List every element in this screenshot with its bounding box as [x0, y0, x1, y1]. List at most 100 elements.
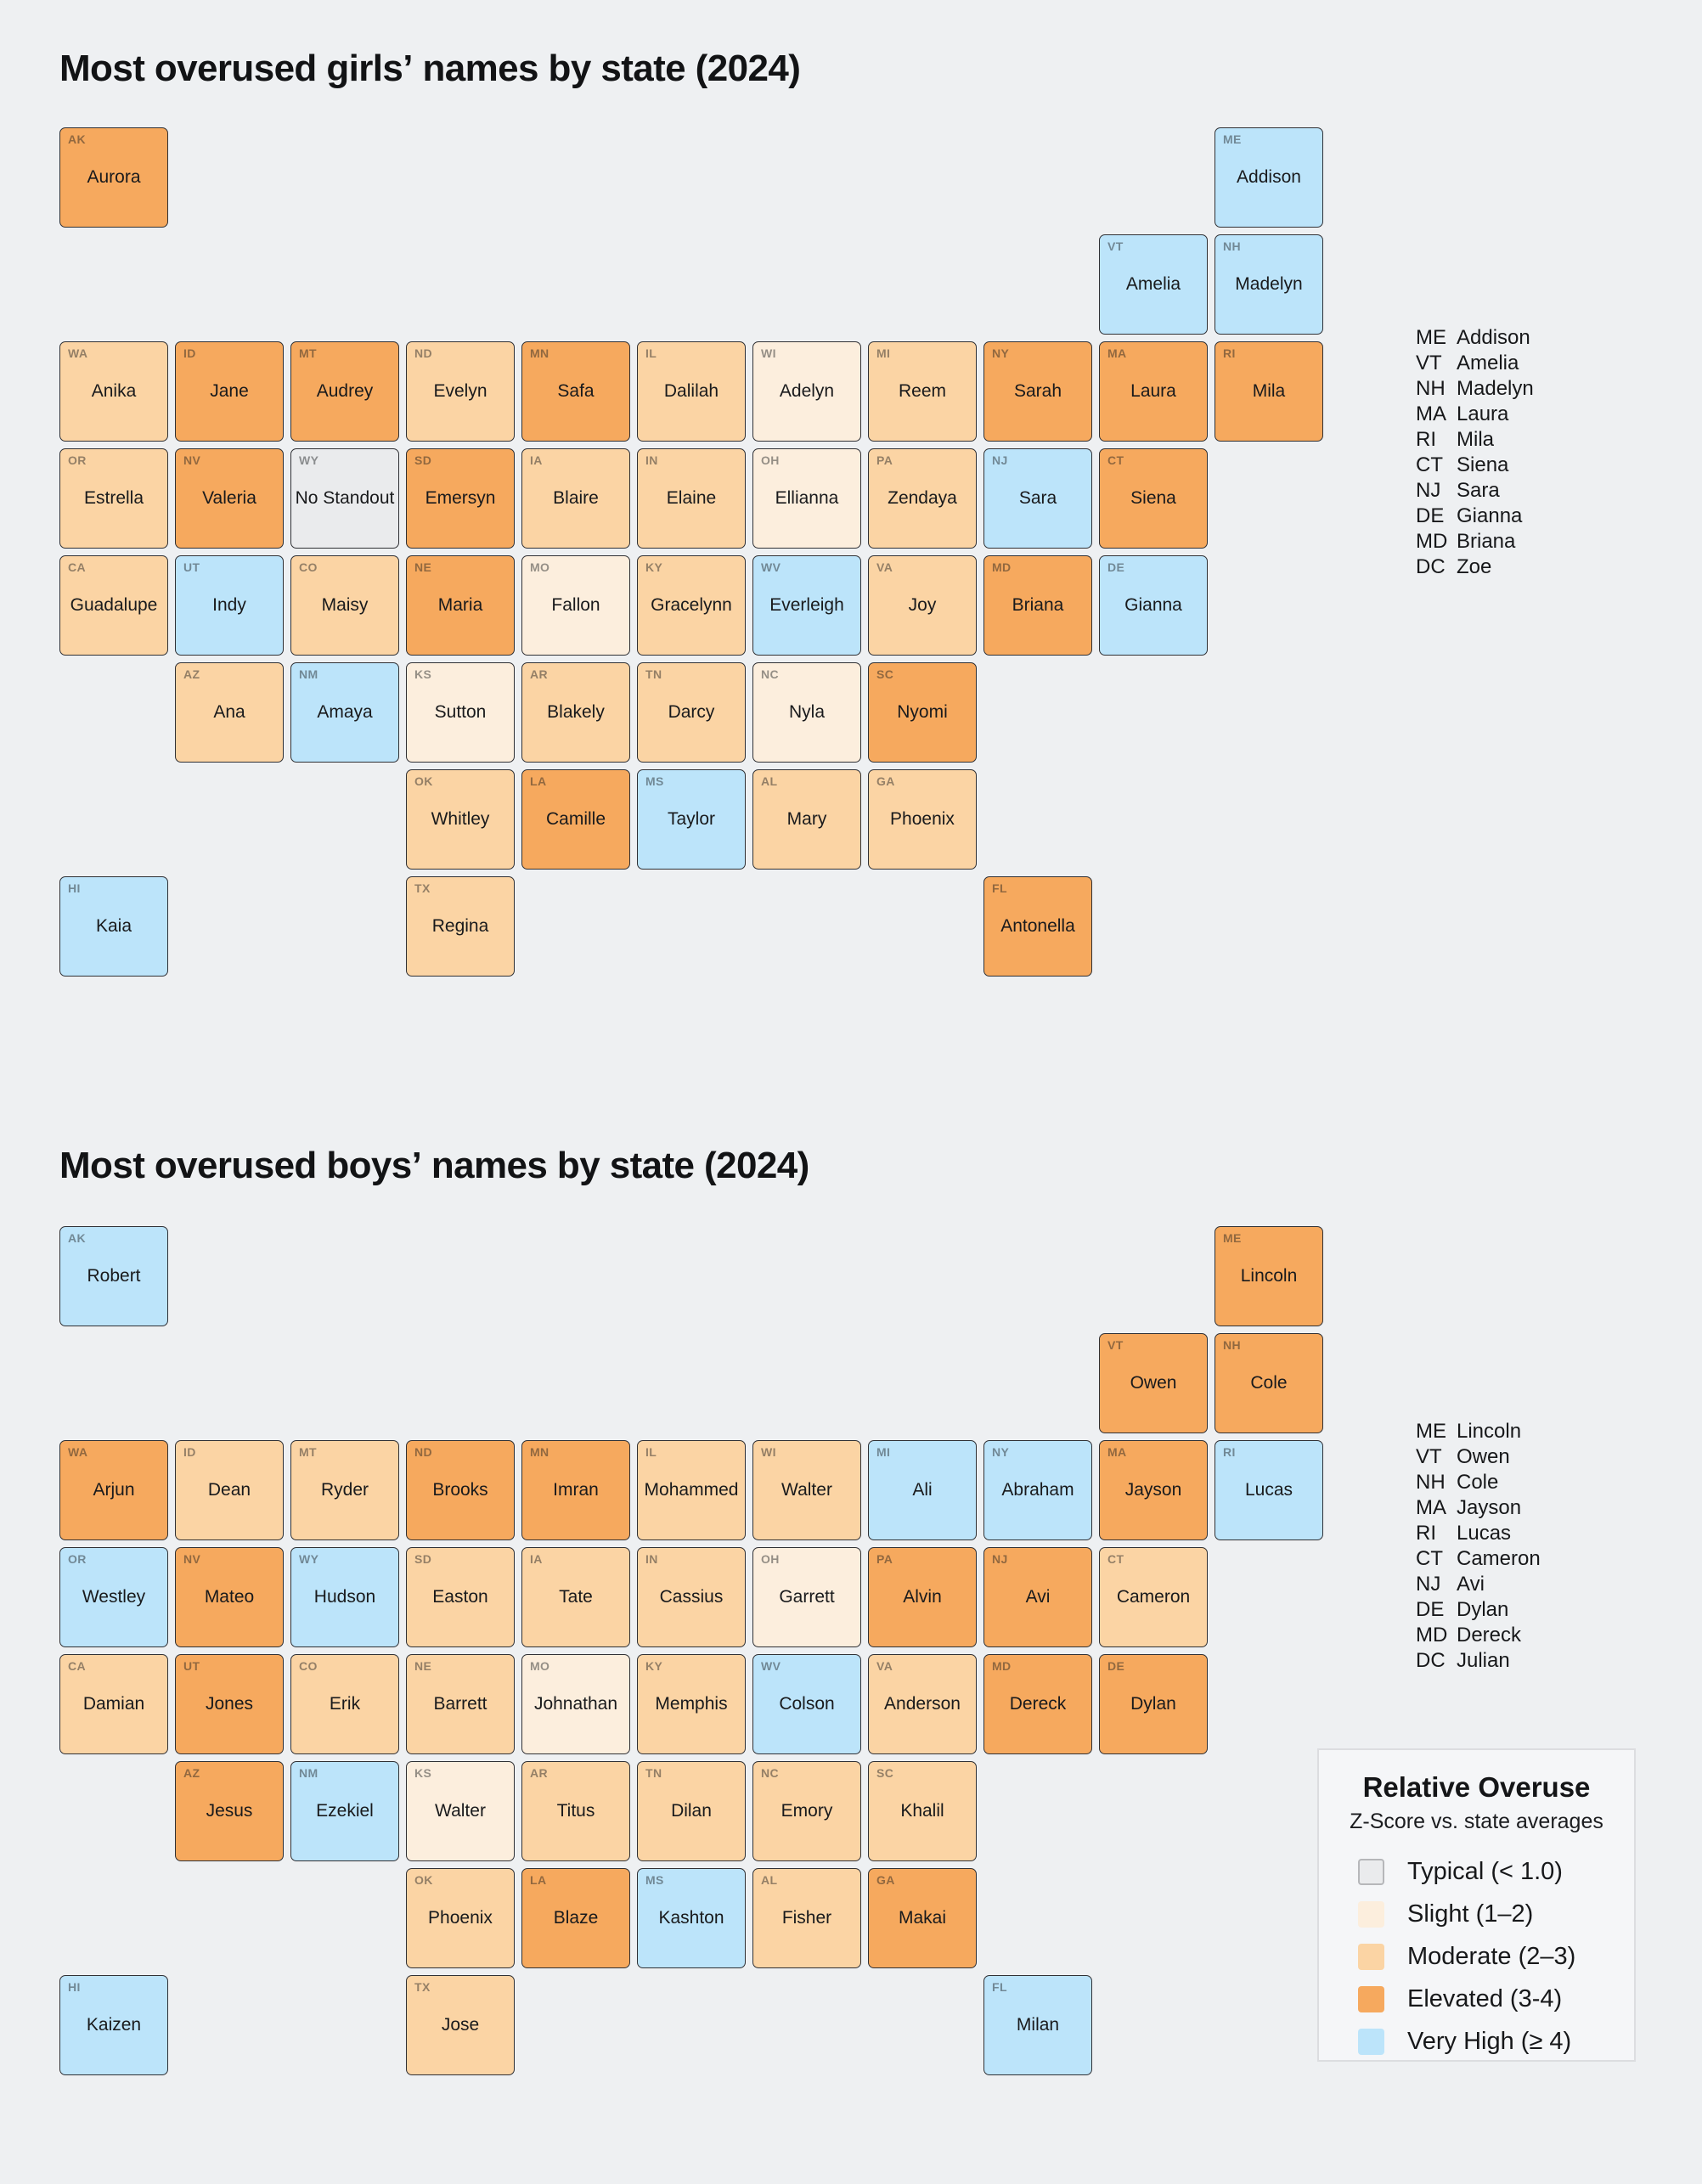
- state-tile-ks: KS Sutton: [406, 662, 515, 763]
- state-tile-al: AL Fisher: [752, 1868, 861, 1968]
- inset-row-ri: RI Lucas: [1416, 1522, 1541, 1547]
- state-name-label: Emersyn: [425, 487, 496, 508]
- state-name-label: Blaze: [553, 1907, 599, 1928]
- girls-small-states-list: ME Addison VT Amelia NH Madelyn MA Laura RI Mila C…: [1416, 326, 1534, 581]
- inset-state-name: Laura: [1457, 402, 1509, 425]
- inset-state-abbr: NJ: [1416, 1573, 1441, 1596]
- legend-item-elevated: Elevated (3-4): [1358, 1985, 1634, 2013]
- state-name-label: Siena: [1130, 487, 1176, 508]
- state-tile-wy: WY Hudson: [290, 1547, 399, 1647]
- inset-state-name: Julian: [1457, 1649, 1510, 1672]
- legend-rows: Typical (< 1.0) Slight (1–2) Moderate (2–3…: [1319, 1858, 1634, 2056]
- state-name-label: Arjun: [93, 1479, 135, 1500]
- state-name-label: Titus: [556, 1800, 595, 1821]
- inset-row-dc: DC Julian: [1416, 1649, 1541, 1675]
- state-abbr: WI: [761, 346, 776, 360]
- state-name-label: Tate: [559, 1586, 593, 1607]
- state-name-label: Jesus: [206, 1800, 253, 1821]
- inset-state-name: Jayson: [1457, 1496, 1522, 1519]
- legend-item-typical: Typical (< 1.0): [1358, 1858, 1634, 1886]
- inset-row-me: ME Lincoln: [1416, 1420, 1541, 1445]
- state-name-label: Adelyn: [779, 380, 835, 401]
- state-tile-nc: NC Emory: [752, 1761, 861, 1861]
- inset-state-abbr: CT: [1416, 453, 1443, 476]
- state-name-label: Laura: [1130, 380, 1176, 401]
- inset-state-abbr: CT: [1416, 1547, 1443, 1570]
- state-name-label: Blakely: [547, 701, 605, 722]
- state-name-label: Regina: [431, 915, 489, 936]
- state-tile-id: ID Dean: [175, 1440, 284, 1540]
- state-abbr: FL: [992, 1980, 1007, 1994]
- state-tile-ca: CA Guadalupe: [59, 555, 168, 656]
- state-tile-mt: MT Ryder: [290, 1440, 399, 1540]
- state-name-label: Khalil: [900, 1800, 944, 1821]
- inset-state-name: Mila: [1457, 428, 1495, 451]
- state-tile-ks: KS Walter: [406, 1761, 515, 1861]
- state-abbr: LA: [530, 774, 547, 788]
- state-abbr: AZ: [183, 1766, 200, 1780]
- legend-swatch-typical: [1358, 1859, 1384, 1885]
- inset-state-abbr: RI: [1416, 428, 1436, 451]
- state-name-label: Anderson: [884, 1693, 961, 1714]
- inset-row-nh: NH Cole: [1416, 1471, 1541, 1496]
- inset-state-abbr: NH: [1416, 377, 1446, 400]
- state-tile-ct: CT Siena: [1099, 448, 1208, 549]
- state-abbr: VA: [876, 1659, 893, 1673]
- state-tile-nv: NV Mateo: [175, 1547, 284, 1647]
- state-abbr: OH: [761, 1552, 780, 1566]
- state-abbr: UT: [183, 1659, 200, 1673]
- state-name-label: Sarah: [1013, 380, 1062, 401]
- state-name-label: Maisy: [321, 594, 369, 615]
- state-name-label: Aurora: [87, 166, 141, 187]
- state-tile-ne: NE Maria: [406, 555, 515, 656]
- state-name-label: Memphis: [655, 1693, 728, 1714]
- state-tile-tx: TX Regina: [406, 876, 515, 977]
- inset-state-name: Avi: [1457, 1573, 1485, 1596]
- state-name-label: Estrella: [83, 487, 144, 508]
- state-name-label: Imran: [553, 1479, 599, 1500]
- legend-item-very_high: Very High (≥ 4): [1358, 2028, 1634, 2056]
- legend-item-moderate: Moderate (2–3): [1358, 1943, 1634, 1971]
- state-abbr: OR: [68, 453, 87, 467]
- boys-map-cartogram: WA Arjun OR Westley CA Damian AK Robert HI Kaizen…: [59, 1226, 1328, 2084]
- state-tile-ri: RI Mila: [1215, 341, 1323, 442]
- state-abbr: CA: [68, 560, 87, 574]
- boys-small-states-list: ME Lincoln VT Owen NH Cole MA Jayson RI Lucas CT Ca…: [1416, 1420, 1541, 1675]
- state-name-label: Whitley: [431, 808, 490, 829]
- state-abbr: MS: [645, 1873, 664, 1887]
- state-name-label: Audrey: [316, 380, 374, 401]
- state-name-label: Maria: [437, 594, 483, 615]
- inset-row-vt: VT Owen: [1416, 1445, 1541, 1471]
- girls-title-suffix: names by state (2024): [412, 48, 801, 89]
- state-abbr: TX: [414, 1980, 431, 1994]
- state-tile-fl: FL Milan: [983, 1975, 1092, 2075]
- state-tile-ak: AK Aurora: [59, 127, 168, 228]
- state-tile-ia: IA Blaire: [521, 448, 630, 549]
- state-abbr: GA: [876, 774, 895, 788]
- state-abbr: MN: [530, 346, 549, 360]
- state-tile-va: VA Joy: [868, 555, 977, 656]
- state-tile-nd: ND Evelyn: [406, 341, 515, 442]
- state-name-label: Mohammed: [644, 1479, 739, 1500]
- state-tile-or: OR Estrella: [59, 448, 168, 549]
- state-abbr: NE: [414, 1659, 432, 1673]
- state-name-label: Dilan: [671, 1800, 712, 1821]
- state-abbr: PA: [876, 1552, 893, 1566]
- inset-state-abbr: ME: [1416, 326, 1446, 349]
- state-name-label: Lucas: [1244, 1479, 1293, 1500]
- state-abbr: CA: [68, 1659, 87, 1673]
- state-tile-vt: VT Amelia: [1099, 234, 1208, 335]
- state-tile-id: ID Jane: [175, 341, 284, 442]
- inset-row-vt: VT Amelia: [1416, 352, 1534, 377]
- state-abbr: WV: [761, 560, 781, 574]
- state-abbr: UT: [183, 560, 200, 574]
- state-name-label: Nyomi: [897, 701, 948, 722]
- state-tile-pa: PA Alvin: [868, 1547, 977, 1647]
- state-tile-nd: ND Brooks: [406, 1440, 515, 1540]
- state-tile-nj: NJ Avi: [983, 1547, 1092, 1647]
- state-name-label: Briana: [1012, 594, 1064, 615]
- inset-state-abbr: MA: [1416, 402, 1446, 425]
- state-abbr: SD: [414, 1552, 432, 1566]
- state-abbr: MN: [530, 1445, 549, 1459]
- state-tile-in: IN Elaine: [637, 448, 746, 549]
